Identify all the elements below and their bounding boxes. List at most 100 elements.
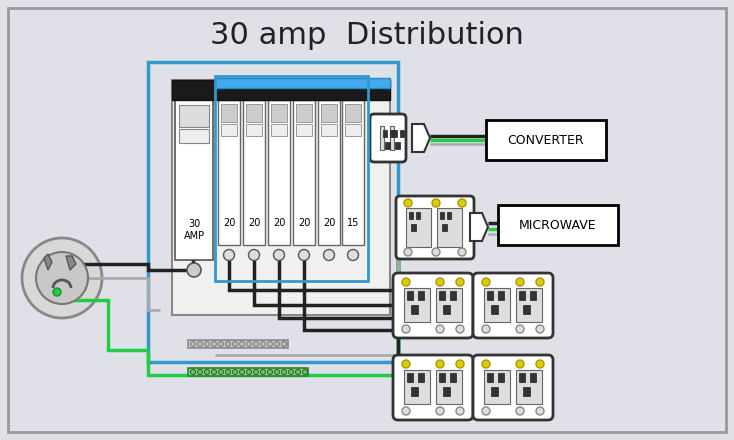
Circle shape bbox=[197, 341, 203, 347]
FancyBboxPatch shape bbox=[321, 124, 337, 136]
Circle shape bbox=[402, 360, 410, 368]
FancyBboxPatch shape bbox=[296, 104, 312, 122]
FancyBboxPatch shape bbox=[450, 373, 456, 382]
FancyBboxPatch shape bbox=[519, 373, 525, 382]
FancyBboxPatch shape bbox=[440, 212, 444, 219]
FancyBboxPatch shape bbox=[172, 80, 390, 100]
FancyBboxPatch shape bbox=[411, 224, 416, 231]
Circle shape bbox=[482, 278, 490, 286]
Circle shape bbox=[191, 341, 195, 347]
Circle shape bbox=[458, 248, 466, 256]
FancyBboxPatch shape bbox=[345, 104, 361, 122]
Circle shape bbox=[536, 278, 544, 286]
Circle shape bbox=[404, 199, 412, 207]
FancyBboxPatch shape bbox=[516, 288, 542, 322]
Circle shape bbox=[402, 278, 410, 286]
Circle shape bbox=[282, 341, 286, 347]
Circle shape bbox=[239, 341, 244, 347]
Circle shape bbox=[223, 249, 234, 260]
FancyBboxPatch shape bbox=[498, 373, 504, 382]
Circle shape bbox=[247, 370, 252, 374]
Text: 20: 20 bbox=[223, 218, 235, 228]
FancyBboxPatch shape bbox=[342, 100, 364, 245]
Circle shape bbox=[253, 341, 258, 347]
Circle shape bbox=[432, 199, 440, 207]
FancyBboxPatch shape bbox=[400, 130, 404, 137]
Circle shape bbox=[282, 370, 286, 374]
Text: 20: 20 bbox=[323, 218, 335, 228]
FancyBboxPatch shape bbox=[395, 142, 400, 149]
FancyBboxPatch shape bbox=[385, 142, 390, 149]
FancyBboxPatch shape bbox=[411, 387, 418, 396]
Circle shape bbox=[536, 325, 544, 333]
Polygon shape bbox=[66, 256, 76, 270]
FancyBboxPatch shape bbox=[383, 130, 387, 137]
FancyBboxPatch shape bbox=[188, 368, 308, 376]
FancyBboxPatch shape bbox=[404, 288, 430, 322]
Circle shape bbox=[482, 325, 490, 333]
FancyBboxPatch shape bbox=[530, 373, 536, 382]
FancyBboxPatch shape bbox=[406, 208, 431, 247]
FancyBboxPatch shape bbox=[404, 370, 430, 404]
FancyBboxPatch shape bbox=[407, 373, 413, 382]
Circle shape bbox=[253, 370, 258, 374]
Circle shape bbox=[225, 370, 230, 374]
FancyBboxPatch shape bbox=[172, 80, 390, 315]
FancyBboxPatch shape bbox=[487, 291, 493, 300]
FancyBboxPatch shape bbox=[409, 212, 413, 219]
FancyBboxPatch shape bbox=[447, 212, 451, 219]
Circle shape bbox=[296, 370, 300, 374]
Text: 30
AMP: 30 AMP bbox=[184, 219, 205, 241]
Circle shape bbox=[275, 370, 280, 374]
FancyBboxPatch shape bbox=[486, 120, 606, 160]
Circle shape bbox=[275, 341, 280, 347]
FancyBboxPatch shape bbox=[450, 291, 456, 300]
Circle shape bbox=[274, 249, 285, 260]
Circle shape bbox=[219, 341, 223, 347]
Circle shape bbox=[402, 325, 410, 333]
FancyBboxPatch shape bbox=[221, 124, 237, 136]
FancyBboxPatch shape bbox=[246, 124, 262, 136]
FancyBboxPatch shape bbox=[188, 340, 288, 348]
FancyBboxPatch shape bbox=[523, 305, 530, 314]
Circle shape bbox=[302, 370, 308, 374]
FancyBboxPatch shape bbox=[243, 100, 265, 245]
Circle shape bbox=[197, 370, 203, 374]
Circle shape bbox=[536, 360, 544, 368]
FancyBboxPatch shape bbox=[148, 62, 398, 362]
FancyBboxPatch shape bbox=[246, 104, 262, 122]
Circle shape bbox=[458, 199, 466, 207]
FancyBboxPatch shape bbox=[175, 100, 213, 260]
Polygon shape bbox=[412, 124, 430, 152]
Circle shape bbox=[516, 278, 524, 286]
FancyBboxPatch shape bbox=[318, 100, 340, 245]
Circle shape bbox=[211, 341, 217, 347]
FancyBboxPatch shape bbox=[407, 291, 413, 300]
Circle shape bbox=[267, 341, 272, 347]
FancyBboxPatch shape bbox=[443, 387, 450, 396]
FancyBboxPatch shape bbox=[473, 273, 553, 338]
Circle shape bbox=[516, 325, 524, 333]
FancyBboxPatch shape bbox=[393, 355, 473, 420]
Polygon shape bbox=[470, 213, 488, 241]
Circle shape bbox=[516, 407, 524, 415]
FancyBboxPatch shape bbox=[491, 387, 498, 396]
Circle shape bbox=[299, 249, 310, 260]
Circle shape bbox=[436, 360, 444, 368]
FancyBboxPatch shape bbox=[530, 291, 536, 300]
Circle shape bbox=[436, 278, 444, 286]
FancyBboxPatch shape bbox=[268, 100, 290, 245]
Circle shape bbox=[22, 238, 102, 318]
Circle shape bbox=[239, 370, 244, 374]
Circle shape bbox=[482, 407, 490, 415]
Circle shape bbox=[456, 407, 464, 415]
Circle shape bbox=[261, 370, 266, 374]
FancyBboxPatch shape bbox=[293, 100, 315, 245]
FancyBboxPatch shape bbox=[221, 104, 237, 122]
Circle shape bbox=[211, 370, 217, 374]
FancyBboxPatch shape bbox=[390, 130, 394, 137]
Circle shape bbox=[456, 360, 464, 368]
FancyBboxPatch shape bbox=[218, 100, 240, 245]
FancyBboxPatch shape bbox=[179, 129, 209, 143]
Circle shape bbox=[267, 370, 272, 374]
